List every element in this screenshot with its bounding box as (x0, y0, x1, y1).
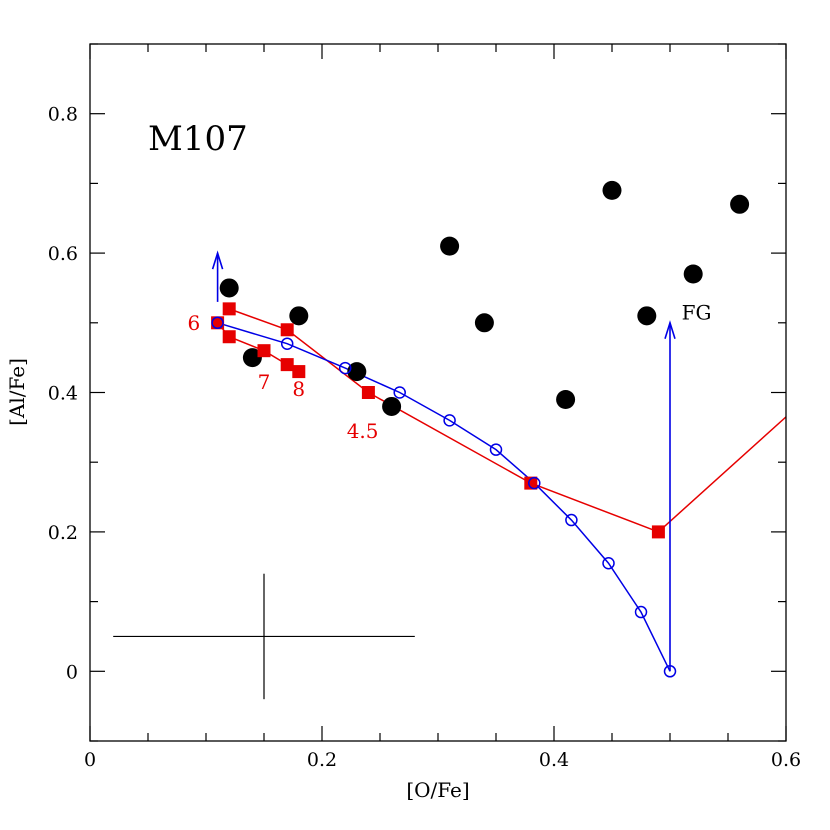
model-point-red (361, 386, 375, 399)
model-point-red (257, 344, 271, 358)
panel-title: M107 (148, 119, 248, 159)
model-point-red (222, 330, 236, 344)
star-point (347, 362, 367, 382)
star-point (242, 348, 262, 368)
model-point-red (280, 323, 294, 337)
star-point (730, 194, 750, 214)
error-bar (113, 573, 415, 700)
model-mass-label: 6 (187, 311, 200, 335)
dilution-point-blue (602, 557, 615, 570)
fg-label: FG (682, 300, 712, 324)
y-tick-label: 0.6 (48, 243, 78, 265)
star-point (219, 278, 239, 298)
model-point-red (280, 358, 294, 372)
y-tick-label: 0.4 (48, 383, 78, 405)
model-lines (217, 308, 786, 672)
dilution-point-blue (393, 386, 406, 399)
data-points (211, 180, 750, 678)
arrow-head (664, 320, 676, 340)
dilution-point-blue (663, 665, 677, 678)
dilution-point-blue (443, 414, 456, 427)
dilution-point-blue (634, 605, 648, 619)
x-tick-label: 0.4 (539, 749, 569, 771)
axes (89, 43, 787, 742)
star-point (382, 396, 402, 416)
x-tick-label: 0.6 (771, 749, 801, 771)
star-point (556, 389, 576, 409)
arrows (211, 250, 676, 672)
model-line-red (228, 308, 786, 533)
star-point (683, 264, 703, 284)
model-mass-label: 8 (292, 377, 305, 401)
dilution-point-blue (338, 361, 352, 375)
star-point (289, 306, 309, 326)
model-point-red (651, 525, 665, 539)
dilution-point-blue (565, 513, 578, 527)
model-point-red (524, 476, 538, 490)
dilution-point-blue (528, 476, 541, 490)
labels: M107 [O/Fe] [Al/Fe] 0 0.2 0.4 0.6 0 0.2 0.4 0.6… (5, 104, 801, 802)
arrow-head (211, 250, 224, 270)
dilution-point-blue (489, 443, 503, 456)
star-point (440, 236, 460, 256)
y-tick-label: 0 (66, 661, 78, 683)
y-axis-label: [Al/Fe] (5, 358, 29, 426)
x-tick-label: 0.2 (307, 749, 337, 771)
x-axis-label: [O/Fe] (406, 778, 469, 802)
x-tick-label: 0 (84, 749, 96, 771)
dilution-line-blue (217, 322, 671, 672)
star-point (474, 313, 494, 333)
model-mass-label: 7 (258, 370, 271, 394)
star-point (602, 180, 622, 200)
dilution-point-blue (211, 316, 224, 330)
model-point-red (211, 316, 225, 330)
dilution-point-blue (280, 337, 294, 350)
star-point (637, 306, 657, 326)
y-tick-label: 0.8 (48, 104, 78, 126)
model-point-red (222, 302, 236, 316)
model-mass-label: 4.5 (347, 419, 379, 443)
model-point-red (292, 365, 306, 379)
y-tick-label: 0.2 (48, 522, 78, 544)
